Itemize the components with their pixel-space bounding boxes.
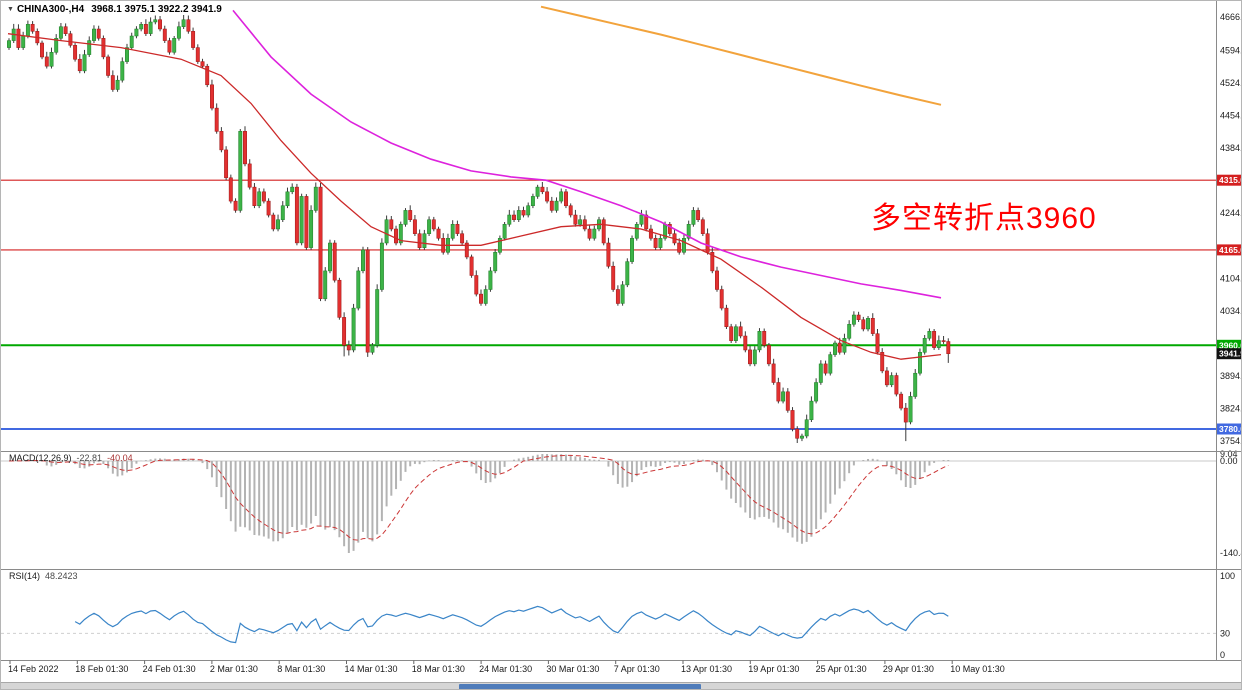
chart-header: ▼ CHINA300-,H4 3968.1 3975.1 3922.2 3941.9 [7,4,222,15]
svg-text:3960.0: 3960.0 [1219,340,1242,350]
price-tick-label: 4384.0 [1220,143,1242,153]
symbol-timeframe-label: CHINA300-,H4 [16,4,85,15]
rsi-tick-label: 100 [1220,571,1235,581]
price-tick-label: 4594.0 [1220,45,1242,55]
time-tick-label: 13 Apr 01:30 [681,664,732,674]
time-tick-label: 24 Mar 01:30 [479,664,532,674]
macd-name: MACD(12,26,9) [9,453,72,463]
price-tag [1217,348,1241,360]
price-tick-label: 4034.0 [1220,306,1242,316]
rsi-line [74,605,949,644]
macd-tick-label: 0.00 [1220,456,1238,466]
rsi-value: 48.2423 [45,571,78,581]
price-lines[interactable] [1,179,1216,430]
svg-text:3941.9: 3941.9 [1219,349,1242,359]
time-tick-label: 19 Apr 01:30 [748,664,799,674]
price-tag [1217,174,1241,186]
annotation-text: 多空转折点3960 [871,202,1097,235]
time-tick-label: 18 Mar 01:30 [412,664,465,674]
svg-text:4165.0: 4165.0 [1219,245,1242,255]
rsi-indicator-label: RSI(14) 48.2423 [9,571,78,581]
price-tick-label: 4244.0 [1220,208,1242,218]
macd-value-main: -22.81 [76,453,103,463]
time-tick-label: 14 Mar 01:30 [345,664,398,674]
macd-indicator-label: MACD(12,26,9) -22.81 -40.04 [9,453,133,463]
price-axis: 4666.0 4594.0 4524.0 4454.0 4384.0 4244.0 4104… [1217,12,1242,446]
rsi-tick-label: 30 [1220,628,1230,638]
time-axis: 14 Feb 2022 18 Feb 01:30 24 Feb 01:30 2 Mar… [8,660,1005,674]
price-tick-label: 3824.0 [1220,404,1242,414]
price-tick-label: 3754.0 [1220,436,1242,446]
panel-dividers [1,1,1241,661]
svg-text:3780.0: 3780.0 [1219,424,1242,434]
macd-panel: 9.040.00 -140.44 [1,449,1242,558]
time-tick-label: 30 Mar 01:30 [546,664,599,674]
time-tick-label: 25 Apr 01:30 [816,664,867,674]
time-tick-label: 8 Mar 01:30 [277,664,325,674]
ma-mid-magenta-line [232,9,942,299]
time-tick-label: 29 Apr 01:30 [883,664,934,674]
horizontal-scrollbar[interactable] [1,682,1241,689]
macd-tick-label: 9.04 [1220,449,1238,459]
price-tag [1217,339,1241,351]
price-tag [1217,244,1241,256]
rsi-panel: 100 30 0 [1,571,1235,660]
time-tick-label: 18 Feb 01:30 [75,664,128,674]
macd-tick-label: -140.44 [1220,548,1242,558]
price-tick-label: 4666.0 [1220,12,1242,22]
time-tick-label: 10 May 01:30 [950,664,1005,674]
ma-slow-orange-line [540,5,942,106]
ohlc-values: 3968.1 3975.1 3922.2 3941.9 [91,4,222,15]
candlestick-series [7,15,951,443]
time-tick-label: 24 Feb 01:30 [143,664,196,674]
chart-dropdown-icon[interactable]: ▼ [7,6,14,13]
scrollbar-thumb[interactable] [459,684,701,689]
price-tick-label: 4104.0 [1220,273,1242,283]
time-tick-label: 2 Mar 01:30 [210,664,258,674]
rsi-tick-label: 0 [1220,650,1225,660]
ma-fast-red-line [7,33,942,360]
price-tick-label: 3894.0 [1220,371,1242,381]
time-tick-label: 14 Feb 2022 [8,664,59,674]
macd-value-signal: -40.04 [107,453,133,463]
svg-text:4315.0: 4315.0 [1219,175,1242,185]
price-tag [1217,423,1241,435]
time-tick-label: 7 Apr 01:30 [614,664,660,674]
price-tick-label: 4454.0 [1220,111,1242,121]
macd-signal-line [8,454,949,541]
rsi-name: RSI(14) [9,571,41,581]
price-tick-label: 4524.0 [1220,78,1242,88]
